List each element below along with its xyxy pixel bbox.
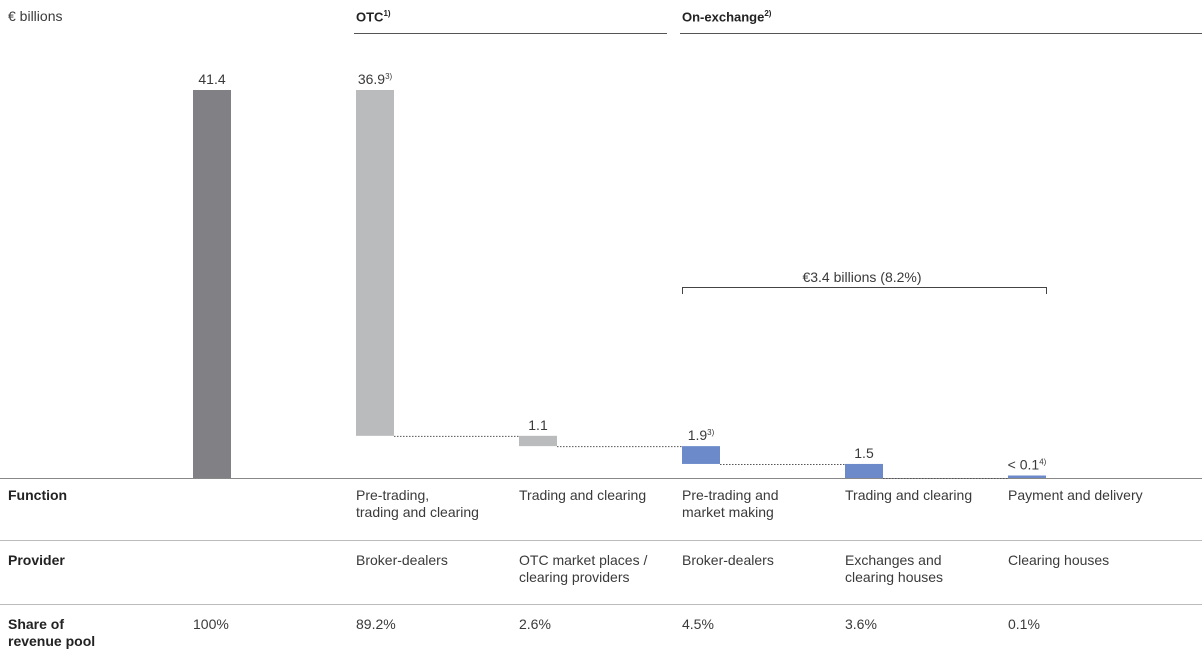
cell-share-of-2: 2.6% <box>519 616 551 632</box>
row-header-function: Function <box>8 487 68 503</box>
bar-note-onx1: 3) <box>707 428 714 437</box>
bar-onx2 <box>845 463 883 478</box>
bracket: €3.4 billions (8.2%) <box>682 269 1047 294</box>
cell-function-4: Trading and clearing <box>845 487 973 503</box>
cell-provider-4: Exchanges and clearing houses <box>845 552 944 585</box>
cell-share-of-3: 4.5% <box>682 616 714 632</box>
cell-share-of-1: 89.2% <box>356 616 396 632</box>
group-header-onexchange: On-exchange2) <box>682 9 771 24</box>
bars-layer: 41.4 36.93) 1.1 1.93) 1.5 < 0.14) <box>193 71 1047 479</box>
cell-share-of-5: 0.1% <box>1008 616 1040 632</box>
bracket-line <box>682 287 1047 294</box>
cell-provider-3: Broker-dealers <box>682 552 774 568</box>
bracket-label: €3.4 billions (8.2%) <box>802 269 921 285</box>
bar-onx1 <box>682 446 720 464</box>
table-divider-2 <box>0 604 1202 605</box>
group-rule-onexchange <box>680 33 1202 34</box>
bar-label-total: 41.4 <box>198 71 225 87</box>
bar-otc2 <box>519 435 557 447</box>
group-rule-otc <box>354 33 667 34</box>
group-label-otc: OTC <box>356 9 384 25</box>
bar-otc1 <box>356 90 394 436</box>
bar-note-otc1: 3) <box>385 72 392 81</box>
bar-label-onx1: 1.93) <box>688 427 715 443</box>
bar-total <box>193 90 231 478</box>
group-note-onexchange: 2) <box>764 9 772 18</box>
cell-function-3: Pre-trading and market making <box>682 487 779 520</box>
cell-function-1: Pre-trading, trading and clearing <box>356 487 479 520</box>
group-note-otc: 1) <box>383 9 391 18</box>
row-header-share-of: Share of revenue pool <box>8 616 96 649</box>
bar-label-onx3: < 0.14) <box>1008 457 1047 473</box>
cell-function-5: Payment and delivery <box>1008 487 1143 503</box>
cell-share-of-0: 100% <box>193 616 229 632</box>
cell-provider-2: OTC market places / clearing providers <box>519 552 648 585</box>
group-header-otc: OTC1) <box>356 9 391 24</box>
table-divider-1 <box>0 540 1202 541</box>
group-label-onexchange: On-exchange <box>682 9 765 25</box>
bar-label-otc1: 36.93) <box>358 71 393 87</box>
cell-provider-1: Broker-dealers <box>356 552 448 568</box>
row-header-provider: Provider <box>8 552 65 568</box>
cell-provider-5: Clearing houses <box>1008 552 1110 568</box>
bar-note-onx3: 4) <box>1039 458 1046 467</box>
cell-share-of-4: 3.6% <box>845 616 877 632</box>
unit-label: € billions <box>8 8 63 24</box>
bar-label-onx2: 1.5 <box>854 445 874 461</box>
bar-label-otc2: 1.1 <box>528 417 548 433</box>
cell-function-2: Trading and clearing <box>519 487 647 503</box>
bar-onx3 <box>1008 475 1046 478</box>
